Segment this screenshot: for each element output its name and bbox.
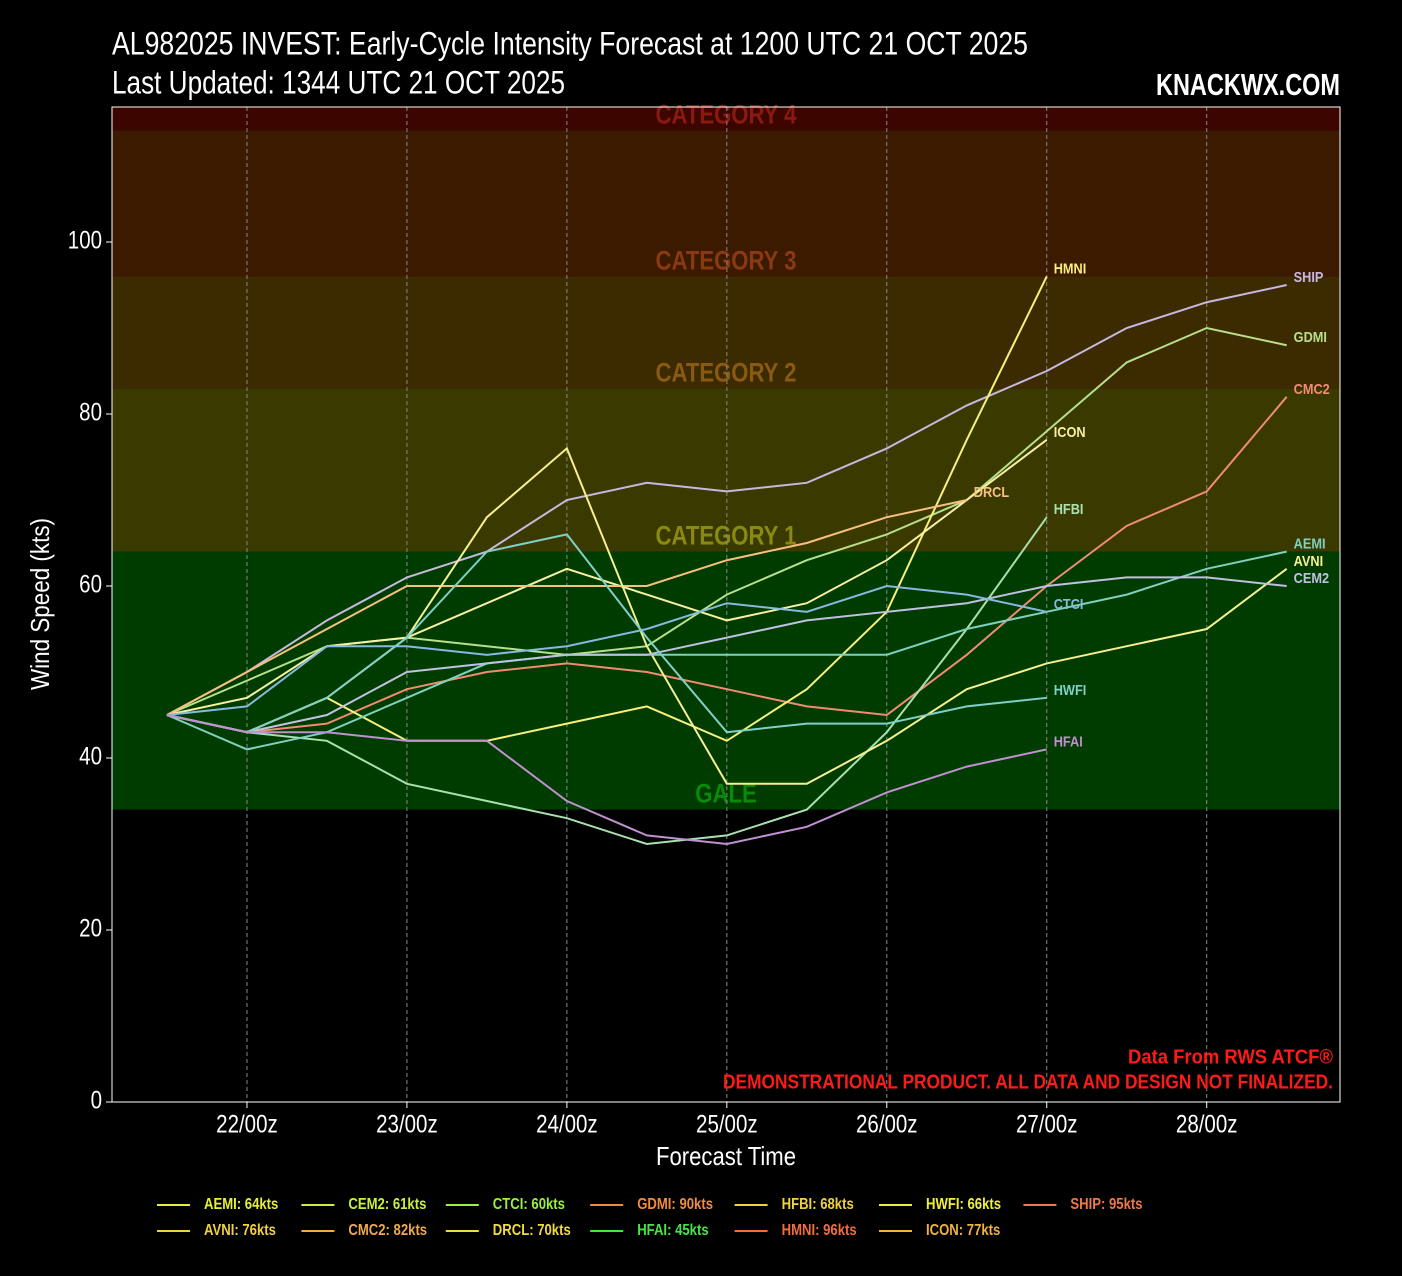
series-end-label: CEM2 (1294, 569, 1330, 586)
legend-label: HFAI: 45kts (637, 1222, 708, 1239)
y-tick-label: 20 (79, 914, 102, 942)
intensity-band (112, 107, 1340, 131)
series-line (166, 533, 1047, 734)
intensity-band (112, 551, 1340, 810)
y-tick-label: 40 (79, 742, 102, 770)
x-tick-label: 22/00z (216, 1110, 278, 1138)
plot-frame (111, 106, 1341, 1103)
series-end-label: AVNI (1294, 552, 1323, 569)
series-line (166, 584, 1047, 717)
credit: Data From RWS ATCF® (1128, 1046, 1333, 1068)
series-end-label: GDMI (1294, 328, 1327, 345)
intensity-band (112, 388, 1340, 552)
y-tick-label: 0 (91, 1086, 102, 1114)
legend-label: AVNI: 76kts (204, 1222, 276, 1239)
series-line (166, 714, 1047, 846)
band-label: CATEGORY 3 (656, 247, 797, 277)
series-end-label: HFBI (1054, 500, 1084, 517)
y-tick-label: 100 (68, 226, 102, 254)
series-line (166, 284, 1287, 716)
series-end-label: DRCL (974, 483, 1010, 500)
y-tick-label: 80 (79, 398, 102, 426)
series-line (166, 516, 1048, 846)
x-tick-label: 23/00z (376, 1110, 438, 1138)
chart-subtitle: Last Updated: 1344 UTC 21 OCT 2025 (112, 64, 565, 100)
series-end-label: CTCI (1054, 595, 1084, 612)
x-axis-label: Forecast Time (656, 1141, 796, 1171)
x-tick-label: 24/00z (536, 1110, 598, 1138)
legend-label: SHIP: 95kts (1070, 1196, 1142, 1213)
series-line (166, 499, 967, 716)
disclaimer: DEMONSTRATIONAL PRODUCT. ALL DATA AND DE… (723, 1071, 1333, 1093)
legend-label: GDMI: 90kts (637, 1196, 713, 1213)
legend-label: CEM2: 61kts (348, 1196, 426, 1213)
x-tick-label: 25/00z (696, 1110, 758, 1138)
legend-label: CTCI: 60kts (493, 1196, 565, 1213)
y-axis-label: Wind Speed (kts) (25, 518, 55, 690)
legend-label: HFBI: 68kts (782, 1196, 854, 1213)
legend-label: ICON: 77kts (926, 1222, 1000, 1239)
series-line (166, 439, 1048, 716)
chart-title: AL982025 INVEST: Early-Cycle Intensity F… (112, 25, 1028, 61)
band-label: CATEGORY 4 (656, 100, 797, 130)
x-tick-label: 27/00z (1016, 1110, 1078, 1138)
band-label: CATEGORY 2 (656, 358, 797, 388)
series-end-label: HWFI (1054, 681, 1087, 698)
series-end-label: HMNI (1054, 259, 1087, 276)
series-end-label: SHIP (1294, 268, 1324, 285)
legend-label: DRCL: 70kts (493, 1222, 571, 1239)
x-tick-label: 26/00z (856, 1110, 918, 1138)
legend-label: AEMI: 64kts (204, 1196, 278, 1213)
y-tick-label: 60 (79, 570, 102, 598)
legend-label: HMNI: 96kts (782, 1222, 857, 1239)
series-end-label: HFAI (1054, 732, 1083, 749)
intensity-band (112, 276, 1340, 389)
series-end-label: ICON (1054, 423, 1086, 440)
series-end-label: AEMI (1294, 535, 1326, 552)
brand: KNACKWX.COM (1156, 67, 1340, 102)
legend-label: CMC2: 82kts (348, 1222, 427, 1239)
series-end-label: CMC2 (1294, 380, 1330, 397)
intensity-band (112, 130, 1340, 277)
legend-label: HWFI: 66kts (926, 1196, 1001, 1213)
series-line (166, 576, 1287, 734)
x-tick-label: 28/00z (1176, 1110, 1238, 1138)
series-line (166, 550, 1287, 751)
band-label: CATEGORY 1 (656, 522, 797, 552)
